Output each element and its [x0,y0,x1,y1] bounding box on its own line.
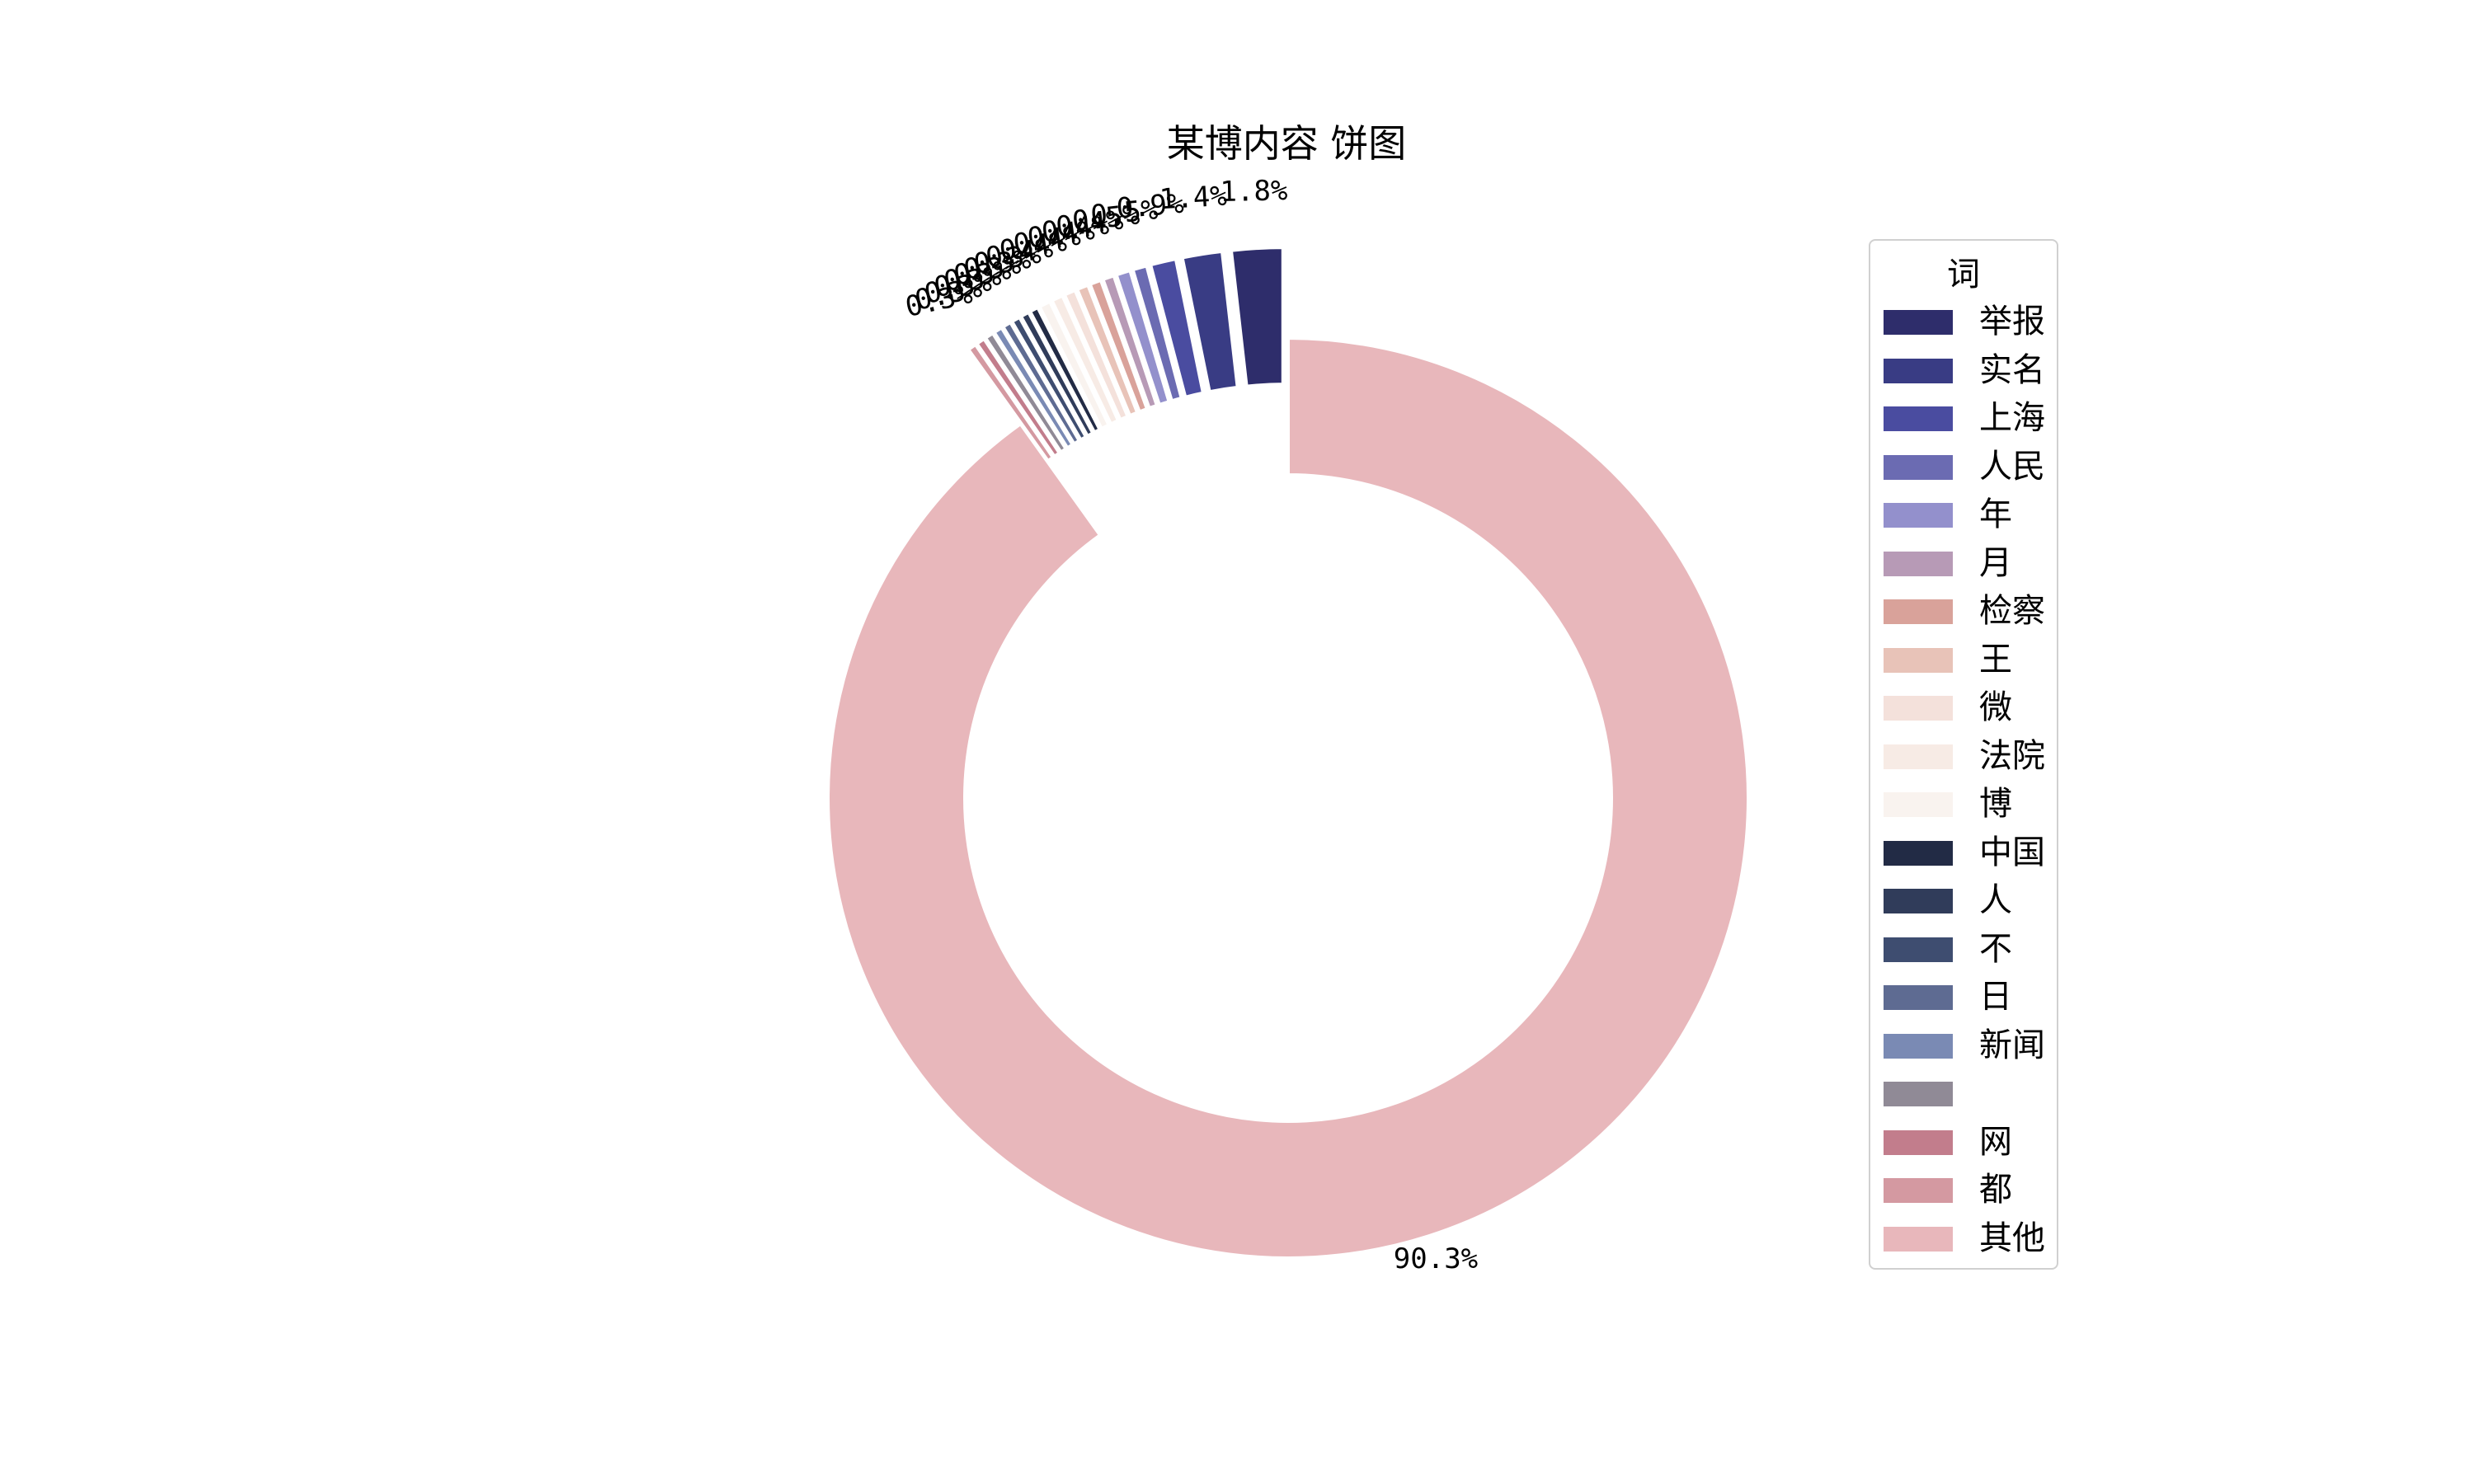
legend-swatch [1884,1129,1953,1155]
legend-label: 实名 [1979,350,2045,389]
pie-slice-label: 0.4% [1054,204,1125,244]
legend-label: 不 [1979,929,2012,968]
legend-item [1870,1068,2057,1116]
legend-label: 法院 [1979,736,2045,775]
legend-label: 月 [1979,543,2012,582]
legend-swatch [1884,551,1953,576]
legend-label: 新闻 [1979,1026,2045,1064]
legend-swatch [1884,599,1953,624]
pie-slice [1131,263,1184,403]
legend-swatch [1884,840,1953,866]
pie-slice-label: 1.8% [1220,174,1288,209]
pie-slice-label: 0.5% [1070,199,1141,238]
legend-swatch [1884,1033,1953,1059]
legend-item: 人 [1870,876,2057,923]
legend-label: 举报 [1979,303,2045,340]
pie-slices [825,246,1750,1260]
legend-item: 王 [1870,635,2057,683]
legend-label: 其他 [1979,1219,2045,1257]
pie-slice [1000,320,1082,447]
legend-label: 上海 [1979,399,2045,437]
pie-slice [825,336,1750,1260]
legend-swatch [1884,310,1953,335]
legend-label: 日 [1979,978,2012,1016]
legend-item: 法院 [1870,731,2057,779]
legend-swatch [1884,454,1953,480]
legend-item: 都 [1870,1165,2057,1213]
legend-swatch [1884,696,1953,721]
pie-slice-label: 1.4% [1159,180,1228,216]
pie-slice [1009,315,1089,443]
pie-slice [1114,268,1172,407]
legend: 词 举报实名上海人民年月检察王微法院博中国人不日新闻网都其他 [1869,239,2058,1270]
pie-slice-label: 90.3% [1394,1242,1478,1275]
pie-slice [1100,273,1159,411]
pie-slice-label: 0.9% [1115,187,1185,225]
legend-item: 年 [1870,490,2057,538]
legend-title: 词 [1947,256,1980,294]
legend-item: 不 [1870,924,2057,972]
pie-slice [991,325,1075,451]
legend-label: 微 [1979,688,2012,726]
legend-item: 月 [1870,538,2057,586]
pie-slice [1037,299,1112,431]
pie-slice [1148,256,1206,400]
pie-slice [1049,294,1121,427]
pie-slice [1062,288,1131,422]
pie-slice [1180,249,1239,394]
legend-item: 上海 [1870,393,2057,441]
legend-swatch [1884,889,1953,913]
pie-slice [1018,310,1095,439]
pie-slice [1088,278,1150,415]
legend-label: 都 [1979,1171,2012,1209]
legend-label: 网 [1979,1122,2012,1161]
legend-swatch [1884,744,1953,769]
legend-swatch [1884,1226,1953,1252]
legend-label: 中国 [1979,833,2045,871]
legend-swatch [1884,1082,1953,1106]
legend-item: 日 [1870,972,2057,1020]
legend-swatch [1884,937,1953,962]
legend-item: 新闻 [1870,1021,2057,1068]
legend-label: 博 [1979,785,2012,823]
pie-slice [1075,283,1140,418]
legend-label: 人民 [1979,447,2045,486]
legend-label: 王 [1979,640,2012,679]
legend-label: 检察 [1979,592,2045,630]
legend-item: 其他 [1870,1214,2057,1261]
legend-item: 实名 [1870,345,2057,393]
chart-title: 某博内容 饼图 [1167,121,1407,166]
pie-slice [1229,246,1285,388]
legend-swatch [1884,358,1953,383]
legend-swatch [1884,647,1953,673]
pie-slice [983,331,1069,455]
legend-swatch [1884,503,1953,528]
legend-swatch [1884,1178,1953,1203]
legend-item: 举报 [1870,297,2057,345]
legend-swatch [1884,792,1953,817]
legend-item: 网 [1870,1117,2057,1165]
legend-item: 微 [1870,683,2057,730]
legend-item: 人民 [1870,442,2057,490]
legend-item: 检察 [1870,586,2057,634]
legend-item: 中国 [1870,828,2057,876]
pie-slice [1028,305,1103,435]
legend-swatch [1884,406,1953,431]
legend-swatch [1884,985,1953,1010]
legend-label: 年 [1979,495,2012,533]
legend-item: 博 [1870,779,2057,827]
legend-label: 人 [1979,881,2012,919]
pie-slice-label: 0.5% [1089,193,1159,232]
pie-slice [974,336,1062,459]
